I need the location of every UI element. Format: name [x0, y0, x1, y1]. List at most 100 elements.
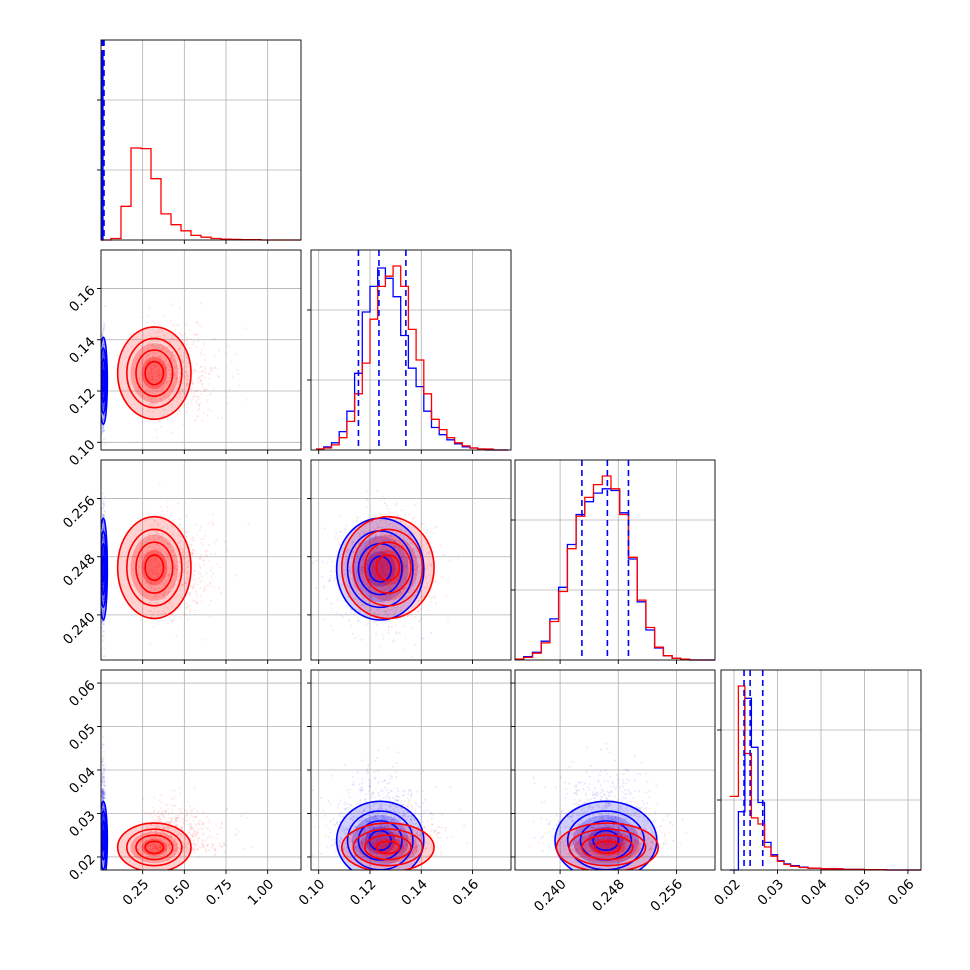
- scatter-point: [349, 568, 352, 571]
- scatter-point: [382, 568, 385, 571]
- scatter-point: [200, 351, 203, 354]
- scatter-point: [162, 815, 165, 818]
- scatter-point: [226, 549, 229, 552]
- scatter-point: [102, 405, 105, 408]
- grid-layer: [101, 40, 921, 870]
- scatter-point: [132, 568, 134, 571]
- scatter-point: [166, 858, 169, 861]
- scatter-point: [382, 565, 384, 568]
- scatter-point: [151, 385, 153, 388]
- scatter-point: [176, 569, 179, 572]
- scatter-point: [159, 355, 162, 358]
- scatter-point: [156, 370, 159, 373]
- scatter-point: [336, 612, 339, 615]
- scatter-point: [158, 373, 161, 376]
- scatter-point: [162, 315, 165, 318]
- scatter-point: [104, 510, 107, 513]
- scatter-point: [102, 595, 105, 598]
- scatter-point: [199, 581, 202, 584]
- scatter-point: [101, 598, 104, 601]
- scatter-point: [101, 424, 104, 427]
- scatter-point: [424, 567, 427, 570]
- scatter-point: [194, 823, 197, 826]
- scatter-point: [178, 378, 181, 381]
- scatter-point: [102, 595, 105, 598]
- scatter-point: [185, 323, 188, 326]
- scatter-point: [409, 590, 412, 593]
- scatter-point: [387, 632, 390, 635]
- scatter-point: [407, 513, 410, 516]
- scatter-point: [387, 586, 390, 589]
- scatter-point: [102, 406, 105, 409]
- scatter-point: [197, 583, 200, 586]
- scatter-point: [385, 582, 387, 585]
- scatter-point: [102, 355, 105, 358]
- scatter-point: [345, 548, 348, 551]
- scatter-point: [145, 554, 148, 557]
- scatter-point: [406, 615, 409, 618]
- scatter-point: [162, 363, 164, 366]
- scatter-point: [102, 354, 105, 357]
- scatter-point: [168, 586, 171, 589]
- scatter-point: [341, 547, 344, 550]
- scatter-point: [185, 572, 188, 575]
- scatter-point: [195, 590, 197, 593]
- scatter-point: [396, 557, 399, 559]
- scatter-point: [197, 828, 200, 831]
- scatter-point: [385, 562, 388, 565]
- scatter-point: [165, 606, 168, 609]
- scatter-point: [399, 549, 402, 552]
- scatter-point: [388, 608, 391, 611]
- scatter-point: [385, 584, 388, 587]
- scatter-point: [384, 533, 387, 536]
- scatter-point: [169, 602, 172, 605]
- scatter-point: [366, 559, 369, 562]
- scatter-point: [153, 549, 156, 551]
- scatter-point: [158, 368, 161, 371]
- scatter-point: [161, 415, 164, 418]
- scatter-point: [396, 568, 399, 571]
- scatter-point: [348, 570, 351, 573]
- scatter-point: [343, 569, 346, 572]
- scatter-point: [366, 567, 369, 569]
- scatter-point: [102, 521, 105, 524]
- scatter-point: [178, 571, 181, 574]
- scatter-point: [380, 589, 383, 592]
- scatter-point: [156, 532, 159, 535]
- scatter-point: [212, 513, 214, 516]
- scatter-point: [375, 573, 377, 576]
- scatter-point: [152, 602, 155, 605]
- scatter-point: [163, 612, 166, 615]
- scatter-point: [383, 502, 386, 505]
- scatter-point: [164, 803, 167, 806]
- scatter-point: [152, 818, 155, 821]
- scatter-point: [144, 520, 147, 523]
- scatter-point: [158, 360, 161, 363]
- scatter-point: [345, 612, 348, 615]
- scatter-point: [397, 546, 400, 549]
- scatter-point: [160, 398, 163, 401]
- scatter-point: [150, 372, 153, 375]
- scatter-point: [191, 382, 194, 385]
- scatter-point: [151, 375, 154, 378]
- scatter-point: [362, 597, 365, 600]
- scatter-point: [186, 338, 188, 341]
- scatter-point: [163, 388, 166, 390]
- scatter-point: [355, 557, 358, 560]
- scatter-point: [202, 590, 205, 593]
- scatter-point: [338, 543, 341, 546]
- scatter-point: [195, 843, 198, 846]
- scatter-point: [325, 598, 328, 601]
- scatter-point: [374, 536, 377, 539]
- scatter-point: [394, 581, 397, 584]
- scatter-point: [154, 845, 157, 848]
- scatter-point: [426, 585, 429, 588]
- scatter-point: [151, 354, 154, 357]
- scatter-point: [173, 359, 175, 362]
- scatter-point: [401, 556, 404, 559]
- scatter-point: [167, 827, 170, 830]
- scatter-point: [167, 574, 170, 577]
- scatter-point: [356, 578, 359, 581]
- scatter-point: [158, 373, 161, 375]
- scatter-point: [102, 404, 105, 407]
